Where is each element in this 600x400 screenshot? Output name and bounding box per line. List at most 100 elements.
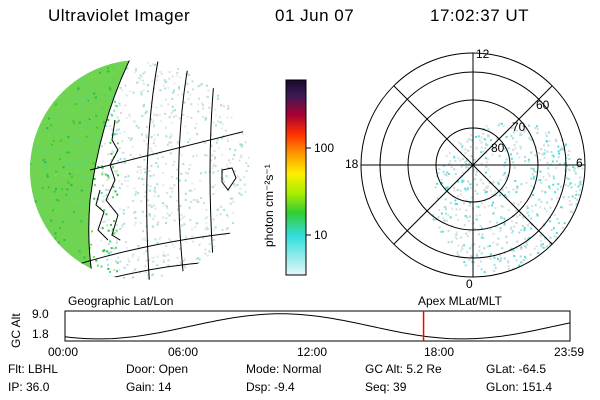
- speckle-dot: [507, 209, 510, 212]
- speckle-dot: [569, 210, 572, 213]
- speckle-dot: [167, 103, 170, 106]
- speckle-dot: [482, 132, 485, 135]
- speckle-dot: [111, 196, 114, 199]
- speckle-dot: [218, 147, 221, 150]
- speckle-dot: [484, 191, 487, 194]
- speckle-dot: [204, 228, 207, 231]
- speckle-dot: [220, 205, 223, 208]
- speckle-dot: [4, 208, 6, 210]
- speckle-dot: [220, 167, 223, 170]
- speckle-dot: [71, 135, 74, 138]
- speckle-dot: [500, 122, 503, 125]
- speckle-dot: [540, 200, 543, 203]
- speckle-dot: [110, 241, 113, 244]
- speckle-dot: [103, 173, 106, 175]
- mlt-label-12: 12: [476, 47, 490, 61]
- speckle-dot: [530, 139, 533, 142]
- speckle-dot: [567, 168, 570, 171]
- speckle-dot: [476, 183, 478, 186]
- speckle-dot: [122, 151, 125, 154]
- speckle-dot: [92, 256, 95, 258]
- speckle-dot: [31, 199, 34, 201]
- speckle-dot: [127, 179, 130, 182]
- speckle-dot: [547, 167, 550, 170]
- speckle-dot: [153, 215, 156, 218]
- speckle-dot: [137, 244, 140, 247]
- speckle-dot: [148, 259, 150, 261]
- speckle-dot: [0, 180, 1, 182]
- speckle-dot: [71, 175, 74, 178]
- speckle-dot: [173, 160, 176, 163]
- speckle-dot: [449, 216, 452, 219]
- speckle-dot: [165, 162, 168, 165]
- speckle-dot: [66, 188, 69, 191]
- speckle-dot: [86, 96, 89, 99]
- speckle-dot: [511, 232, 513, 234]
- speckle-dot: [463, 261, 466, 264]
- speckle-dot: [537, 128, 539, 131]
- speckle-dot: [206, 84, 209, 87]
- speckle-dot: [204, 117, 207, 119]
- speckle-dot: [153, 138, 156, 141]
- speckle-dot: [99, 71, 102, 74]
- speckle-dot: [106, 174, 109, 177]
- speckle-dot: [30, 98, 33, 101]
- speckle-dot: [200, 83, 203, 86]
- altitude-plot: [64, 310, 571, 342]
- speckle-dot: [551, 258, 554, 261]
- speckle-dot: [162, 202, 164, 205]
- speckle-dot: [41, 101, 44, 104]
- speckle-dot: [466, 140, 469, 143]
- speckle-dot: [59, 139, 62, 142]
- speckle-dot: [227, 108, 230, 110]
- speckle-dot: [492, 276, 494, 277]
- speckle-dot: [176, 142, 179, 145]
- lat-label-70: 70: [512, 120, 526, 134]
- colorbar-tick-10: 10: [314, 228, 328, 242]
- speckle-dot: [154, 64, 156, 66]
- speckle-dot: [492, 269, 495, 272]
- speckle-dot: [239, 179, 242, 181]
- speckle-dot: [470, 155, 473, 158]
- speckle-dot: [137, 192, 140, 195]
- speckle-dot: [473, 169, 475, 172]
- speckle-dot: [461, 247, 464, 250]
- speckle-dot: [515, 247, 518, 250]
- speckle-dot: [93, 92, 96, 95]
- speckle-dot: [574, 172, 577, 175]
- speckle-dot: [166, 212, 169, 215]
- speckle-dot: [14, 163, 16, 165]
- speckle-dot: [468, 215, 471, 218]
- speckle-dot: [571, 195, 574, 198]
- lat-label-80: 80: [491, 141, 505, 155]
- speckle-dot: [96, 126, 99, 129]
- speckle-dot: [225, 175, 228, 178]
- speckle-dot: [55, 170, 58, 173]
- speckle-dot: [149, 185, 152, 188]
- speckle-dot: [0, 191, 1, 193]
- speckle-dot: [549, 266, 551, 269]
- speckle-dot: [184, 171, 187, 174]
- speckle-dot: [522, 124, 525, 127]
- speckle-dot: [145, 134, 148, 136]
- speckle-dot: [478, 233, 480, 236]
- speckle-dot: [558, 163, 561, 165]
- speckle-dot: [77, 88, 80, 91]
- speckle-dot: [100, 145, 103, 148]
- speckle-dot: [203, 217, 206, 220]
- speckle-dot: [147, 199, 149, 202]
- speckle-dot: [114, 260, 117, 263]
- speckle-dot: [125, 116, 128, 119]
- speckle-dot: [521, 279, 523, 281]
- speckle-dot: [22, 249, 24, 251]
- speckle-dot: [454, 236, 457, 239]
- speckle-dot: [119, 87, 122, 89]
- speckle-dot: [55, 80, 58, 83]
- speckle-dot: [556, 218, 559, 220]
- speckle-dot: [87, 156, 90, 159]
- speckle-dot: [197, 257, 200, 260]
- speckle-dot: [548, 140, 551, 142]
- speckle-dot: [141, 178, 143, 181]
- speckle-dot: [30, 247, 31, 250]
- speckle-dot: [124, 241, 127, 244]
